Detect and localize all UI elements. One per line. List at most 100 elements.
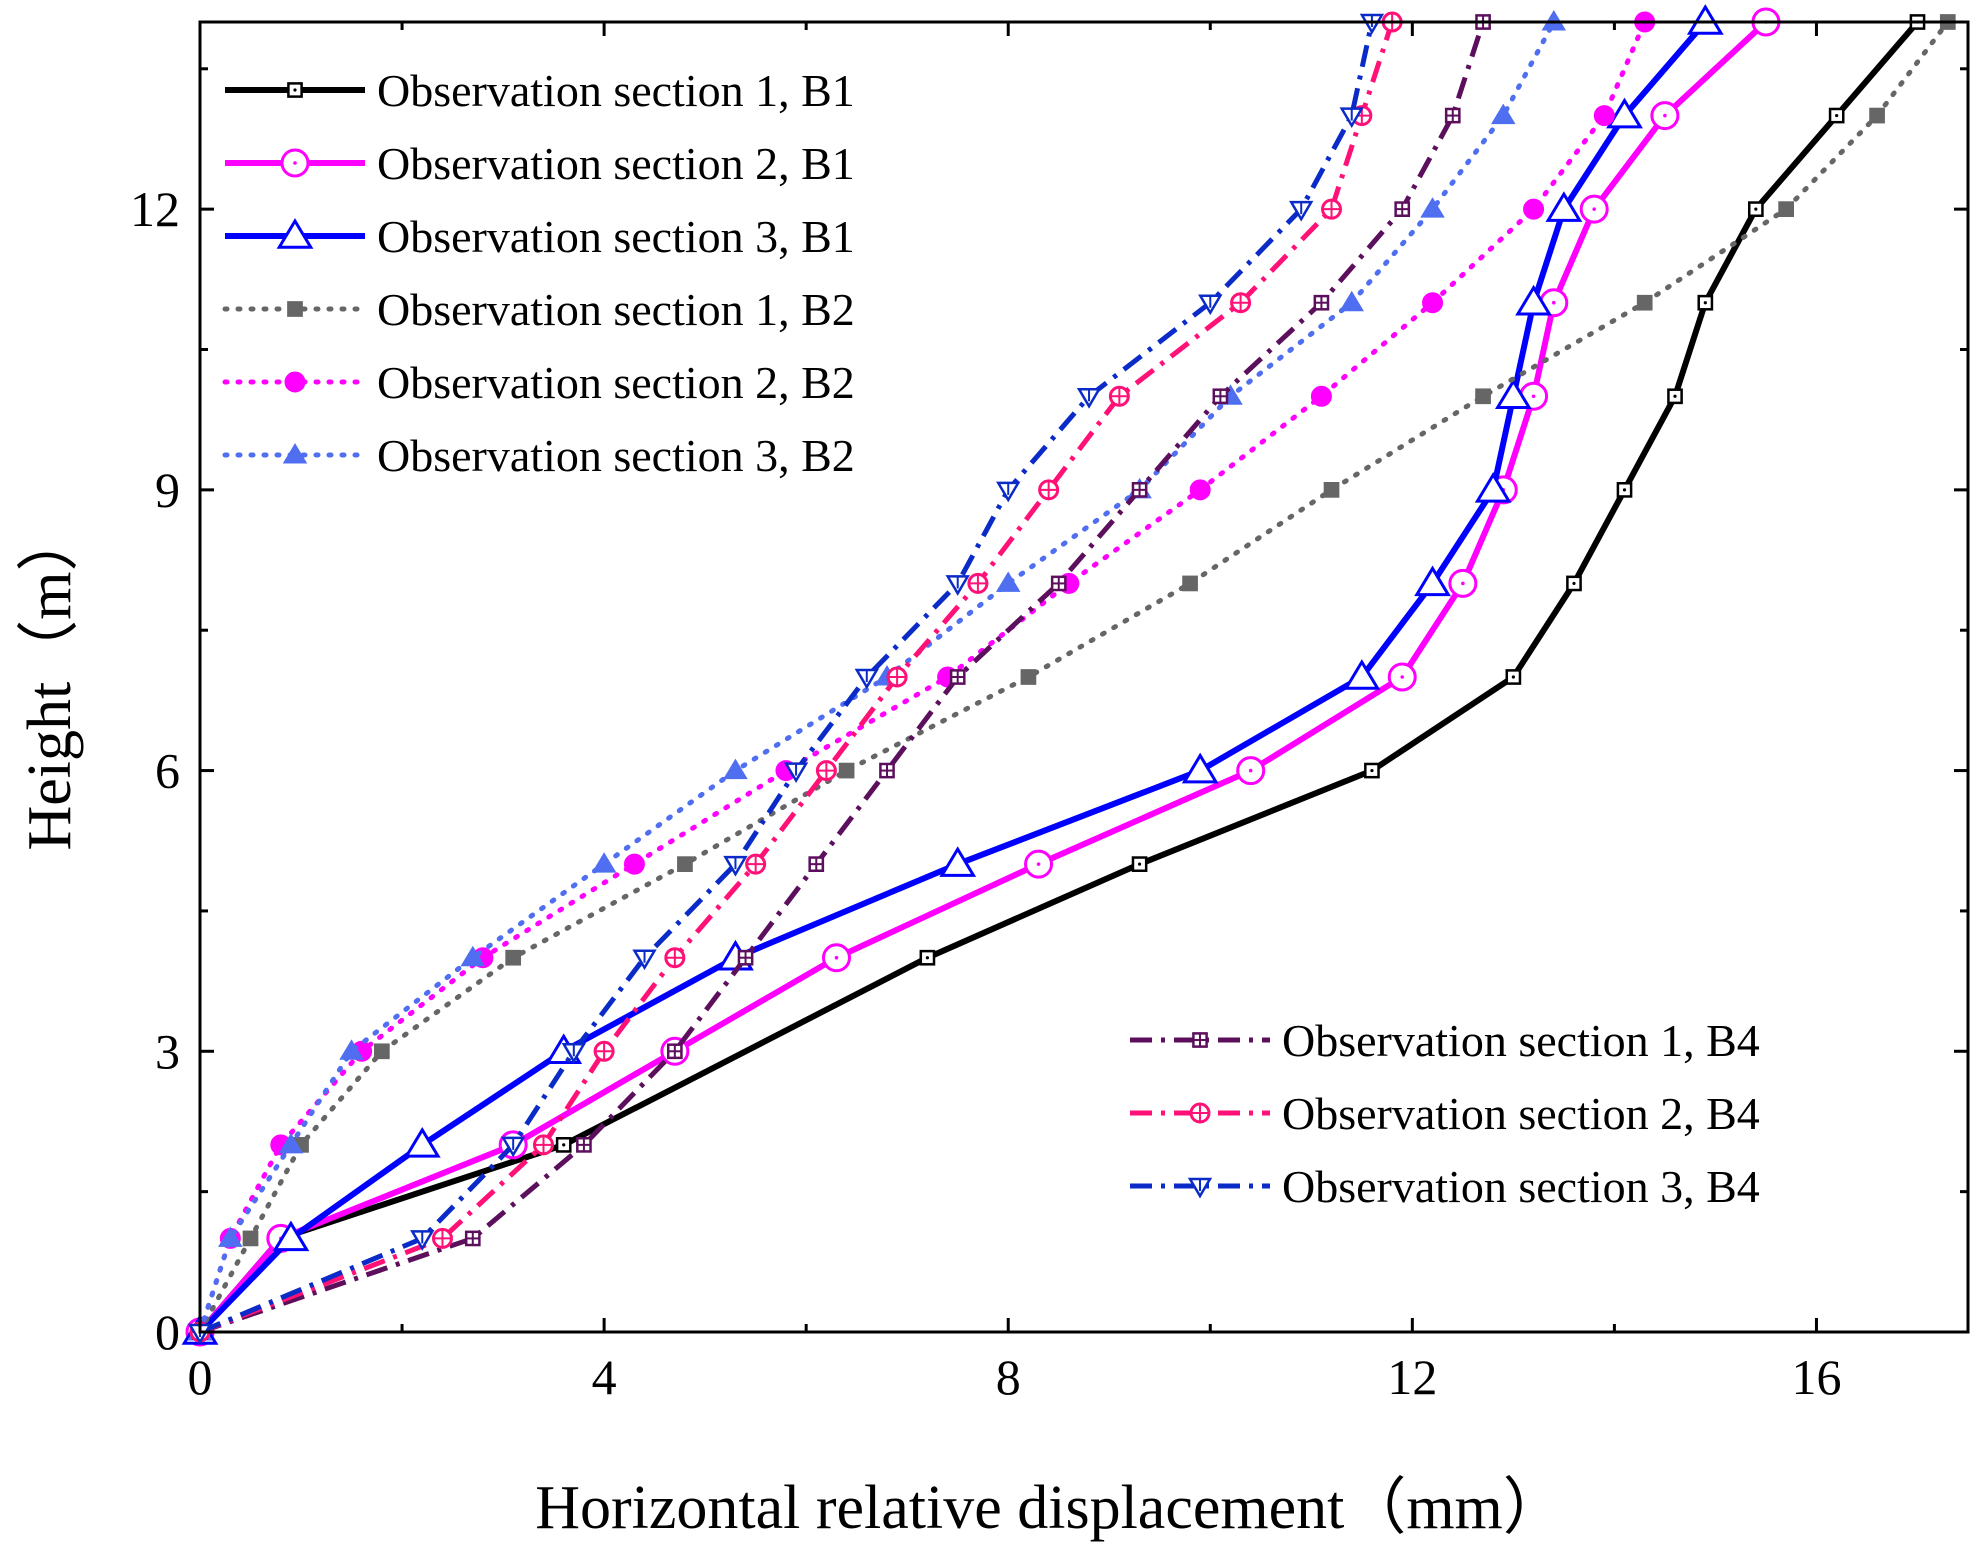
data-point	[218, 1226, 243, 1247]
series-layer	[181, 4, 1956, 1347]
marker-shape	[278, 1132, 304, 1154]
legend-marker	[1189, 1102, 1211, 1124]
data-point	[1778, 201, 1794, 217]
data-point	[838, 762, 855, 779]
data-point	[1616, 482, 1633, 498]
tick-labels: 0 4 8 12 16 0 3 6 9 12	[130, 181, 1841, 1405]
marker-shape	[723, 758, 748, 780]
marker-shape	[276, 218, 314, 249]
data-point	[555, 1137, 572, 1153]
legend-entry: Observation section 1, B2	[222, 284, 855, 335]
data-point	[1828, 107, 1845, 124]
data-point	[403, 1126, 441, 1158]
data-point	[879, 762, 895, 779]
legend-label: Observation section 3, B1	[377, 211, 855, 262]
y-tick-label: 12	[130, 181, 180, 237]
data-point	[1131, 482, 1148, 498]
legend-label: Observation section 3, B4	[1282, 1161, 1760, 1212]
data-point	[664, 947, 686, 969]
marker-shape	[1422, 292, 1444, 314]
marker-dot	[1461, 581, 1465, 586]
legend-marker	[287, 301, 303, 317]
marker-dot	[1511, 675, 1515, 679]
data-point	[666, 1043, 683, 1060]
data-point	[783, 762, 809, 784]
marker-shape	[1339, 290, 1364, 312]
marker-shape	[287, 301, 303, 317]
data-point	[1667, 388, 1683, 405]
y-tick-label: 3	[155, 1023, 180, 1079]
marker-dot	[1370, 768, 1374, 773]
data-point	[1636, 294, 1653, 311]
legend-marker	[284, 371, 306, 393]
data-point	[1339, 290, 1364, 312]
data-point	[561, 1043, 586, 1064]
legend-entry: Observation section 3, B4	[1130, 1161, 1760, 1212]
data-point	[460, 945, 486, 967]
data-point	[1076, 388, 1102, 409]
data-point	[821, 943, 851, 973]
legend-label: Observation section 2, B2	[377, 357, 855, 408]
data-point	[1050, 575, 1067, 592]
legend-marker	[1187, 1177, 1213, 1199]
data-point	[1414, 565, 1451, 597]
data-point	[1189, 479, 1211, 501]
data-point	[632, 949, 657, 971]
marker-shape	[1189, 479, 1211, 501]
y-tick-label: 9	[155, 462, 180, 518]
marker-shape	[1475, 388, 1491, 405]
data-point	[505, 949, 522, 966]
data-point	[723, 855, 748, 877]
legend-label: Observation section 2, B4	[1282, 1088, 1760, 1139]
data-point	[1505, 669, 1522, 685]
x-tick-label: 4	[592, 1349, 617, 1405]
data-point	[723, 758, 748, 780]
data-point	[374, 1043, 390, 1060]
data-point	[1515, 284, 1552, 316]
plot-frame	[198, 20, 1970, 1334]
data-point	[1038, 479, 1060, 501]
marker-shape	[339, 1039, 364, 1060]
data-point	[278, 1132, 304, 1154]
data-point	[1475, 388, 1491, 405]
data-point	[919, 949, 936, 966]
data-point	[1024, 849, 1054, 879]
data-point	[431, 1227, 453, 1249]
marker-shape	[1323, 482, 1340, 498]
legend-label: Observation section 1, B2	[377, 284, 855, 335]
marker-shape	[460, 945, 486, 967]
legend-label: Observation section 3, B2	[377, 430, 855, 481]
marker-shape	[623, 853, 645, 875]
marker-dot	[1400, 675, 1405, 679]
marker-shape	[1545, 191, 1583, 222]
data-point	[1444, 107, 1461, 124]
data-point	[995, 571, 1021, 592]
marker-dot	[1673, 394, 1677, 398]
data-point	[1364, 762, 1380, 779]
marker-shape	[1515, 284, 1552, 316]
data-point	[1198, 294, 1223, 316]
marker-shape	[1686, 4, 1724, 35]
marker-shape	[838, 762, 855, 779]
data-point	[1131, 856, 1148, 872]
legend-entry: Observation section 1, B4	[1130, 1015, 1760, 1066]
data-point	[1212, 388, 1229, 405]
data-point	[591, 852, 617, 873]
x-tick-label: 16	[1791, 1349, 1841, 1405]
data-point	[815, 760, 837, 782]
marker-dot	[1754, 207, 1758, 211]
marker-dot	[1703, 301, 1707, 305]
data-point	[745, 853, 767, 875]
marker-shape	[1523, 198, 1545, 220]
data-point	[1289, 200, 1314, 222]
marker-shape	[1494, 378, 1532, 410]
data-point	[737, 949, 754, 966]
data-point	[808, 856, 825, 872]
marker-shape	[374, 1043, 390, 1060]
marker-shape	[284, 371, 306, 393]
marker-shape	[403, 1126, 441, 1158]
data-point	[854, 668, 879, 690]
legend-entry: Observation section 3, B1	[225, 211, 855, 262]
y-tick-label: 0	[155, 1304, 180, 1360]
